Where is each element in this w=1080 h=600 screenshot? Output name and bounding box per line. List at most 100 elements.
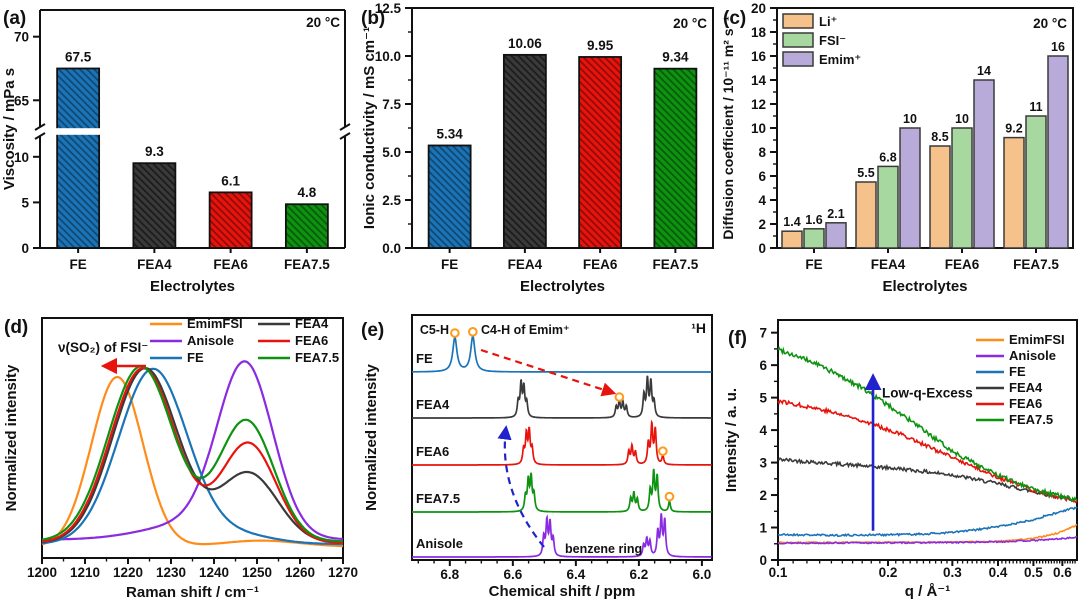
temperature-note: 20 °C (306, 15, 340, 30)
y-tick-label: 2 (758, 217, 766, 232)
legend-label: FEA4 (1009, 380, 1043, 395)
bar-FEA6[interactable] (578, 56, 623, 249)
annotation-c5h: C5-H (420, 323, 449, 337)
bar-FE[interactable] (56, 67, 101, 249)
y-tick-label: 12 (751, 97, 766, 112)
x-tick-label: 1220 (113, 565, 143, 580)
plot-frame (411, 314, 713, 561)
legend-label: FE (187, 350, 204, 365)
x-tick-label: 1270 (328, 565, 358, 580)
y-tick-label: 4 (759, 423, 767, 438)
legend-label: Anisole (187, 333, 234, 348)
bar-FEA6-Li⁺[interactable] (929, 145, 951, 249)
value-label: 10.06 (508, 36, 542, 51)
panel-a-chart: 0 5 10 65 70 FE FEA4 FEA6 FEA7.5 67.5 9.3 6.1 4.8 20 … (1, 8, 351, 295)
temperature-note: 20 °C (1033, 16, 1067, 31)
curve-FEA7.5 (777, 346, 1078, 503)
value-label: 2.1 (827, 207, 844, 221)
curve-Anisole (777, 535, 1078, 545)
curve-Anisole (42, 360, 344, 541)
curve-FE (778, 506, 1078, 538)
value-label: 5.34 (436, 126, 463, 141)
y-tick-label: 12.5 (375, 1, 402, 16)
panel-b-chart: 0.0 2.5 5.0 7.5 10.0 12.5 FE FEA4 FEA6 FEA7.5 5.34… (361, 1, 714, 295)
legend-label: FEA7.5 (1009, 412, 1053, 427)
y-tick-label: 20 (751, 1, 766, 16)
y-tick-label: 18 (751, 25, 767, 40)
value-label: 10 (955, 112, 969, 126)
panel-d-chart: 1200 1210 1220 1230 1240 1250 1260 1270 EmimFSI A… (3, 316, 358, 600)
bar-FEA7.5-FSI⁻[interactable] (1025, 115, 1047, 249)
bar-FEA4-FSI⁻[interactable] (877, 165, 899, 249)
y-tick-label: 8 (758, 145, 766, 160)
y-tick-label: 6 (758, 169, 766, 184)
x-tick-label: 6.6 (503, 567, 522, 582)
bar-FEA7.5-Li⁺[interactable] (1003, 136, 1025, 249)
y-tick-label: 70 (14, 30, 29, 45)
legend-label: FEA6 (295, 333, 328, 348)
value-label: 10 (903, 112, 917, 126)
category-label: FEA4 (508, 257, 543, 272)
bar-FEA6[interactable] (208, 191, 253, 249)
panel-b: 0.0 2.5 5.0 7.5 10.0 12.5 FE FEA4 FEA6 FEA7.5 5.34… (360, 0, 720, 300)
value-label: 14 (977, 64, 991, 78)
category-label: FEA6 (213, 257, 248, 272)
bar-FE-FSI⁻[interactable] (803, 228, 825, 249)
bar-FEA7.5-Emim⁺[interactable] (1047, 55, 1069, 249)
category-label: FEA7.5 (1013, 257, 1059, 272)
legend-label: Li⁺ (819, 14, 837, 29)
y-axis-title: Normalized intensity (3, 364, 20, 511)
bar-FE-Emim⁺[interactable] (825, 222, 847, 249)
panel-letter: (a) (3, 8, 26, 29)
x-tick-label: 1240 (199, 565, 229, 580)
bar-FEA4[interactable] (132, 162, 177, 249)
category-label: FE (805, 257, 822, 272)
axis-break-mark (339, 132, 351, 140)
x-tick-label: 0.1 (769, 565, 788, 580)
temperature-note: 20 °C (673, 16, 707, 31)
annotation-c4h: C4-H of Emim⁺ (481, 323, 570, 337)
axis-break-mark (34, 132, 46, 140)
bar-FE-Li⁺[interactable] (781, 230, 803, 249)
bar-FE[interactable] (427, 144, 472, 249)
x-axis-title: Electrolytes (882, 278, 967, 295)
x-tick-label: 1210 (70, 565, 100, 580)
panel-c-chart: 0 2 4 6 8 10 12 14 16 18 20 FE FEA4 FEA6 FEA7.5 1.4 5.5 8… (720, 1, 1074, 295)
bar-FEA4-Li⁺[interactable] (855, 181, 877, 249)
bar-FEA6-FSI⁻[interactable] (951, 127, 973, 249)
axis-break-mark (34, 123, 46, 131)
legend-label: Anisole (1009, 348, 1056, 363)
category-label: FEA6 (583, 257, 618, 272)
legend-label: EmimFSI (1009, 332, 1065, 347)
bar-FEA7.5[interactable] (653, 67, 698, 249)
value-label: 6.1 (221, 173, 240, 188)
y-axis-title: Normalized intensity (363, 363, 380, 510)
legend-swatch-Li⁺ (782, 13, 814, 29)
panel-d: 1200 1210 1220 1230 1240 1250 1260 1270 EmimFSI A… (0, 300, 360, 600)
legend-swatch-Emim⁺ (782, 51, 814, 67)
x-axis-title: Electrolytes (520, 278, 605, 295)
category-label: FEA4 (137, 257, 172, 272)
x-tick-label: 1260 (285, 565, 315, 580)
y-tick-label: 7.5 (382, 97, 401, 112)
y-tick-label: 4 (758, 193, 766, 208)
panel-a: 0 5 10 65 70 FE FEA4 FEA6 FEA7.5 67.5 9.3 6.1 4.8 20 … (0, 0, 360, 300)
x-axis-title: Raman shift / cm⁻¹ (126, 584, 259, 600)
y-tick-label: 0 (759, 553, 767, 568)
x-tick-label: 1200 (27, 565, 57, 580)
y-tick-label: 16 (751, 49, 767, 64)
bar-FEA4[interactable] (502, 53, 547, 249)
panel-letter: (d) (4, 317, 28, 338)
annotation-benzene: benzene ring (565, 542, 642, 556)
trace-label: FE (416, 351, 433, 366)
value-label: 1.6 (805, 213, 822, 227)
nmr-trace-FEA4 (412, 375, 712, 419)
annotation-vso2: ν(SO₂) of FSI⁻ (58, 340, 148, 355)
bar-FEA6-Emim⁺[interactable] (973, 79, 995, 249)
panel-letter: (e) (361, 320, 384, 341)
value-label: 6.8 (879, 150, 896, 164)
marker-circle-icon (450, 328, 460, 338)
x-tick-label: 6.4 (566, 567, 585, 582)
bar-FEA4-Emim⁺[interactable] (899, 127, 921, 249)
bar-FEA7.5[interactable] (284, 203, 329, 249)
